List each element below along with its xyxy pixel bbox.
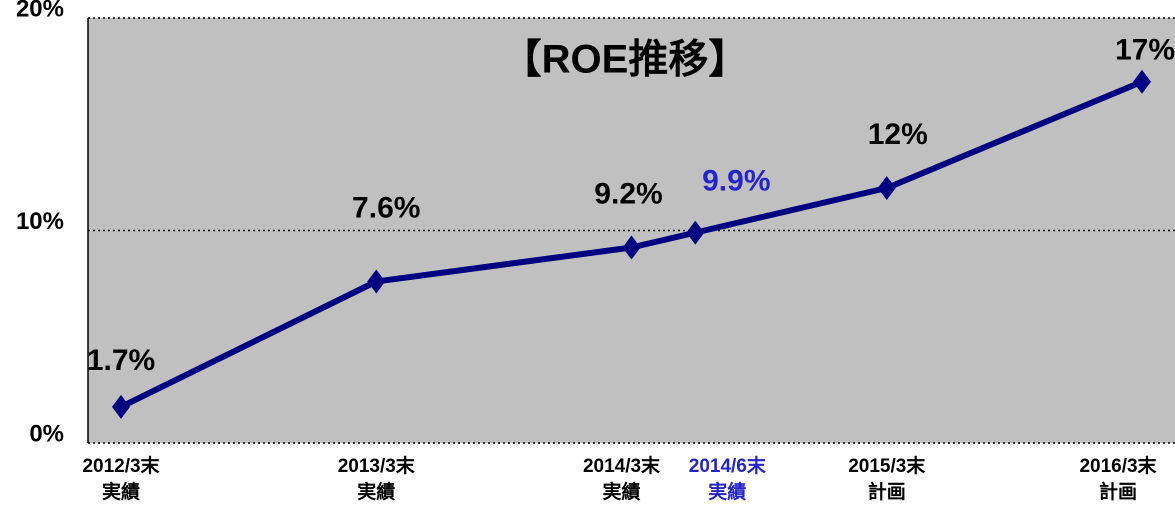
marker	[622, 235, 641, 260]
plot-area	[88, 18, 1175, 443]
x-tick-label: 2016/3末	[1079, 454, 1157, 477]
data-label: 9.2%	[594, 177, 662, 210]
x-tick-label: 2014/3末	[583, 454, 661, 477]
y-tick-label: 10%	[16, 208, 64, 235]
y-tick-label: 0%	[29, 420, 64, 447]
marker	[877, 176, 896, 200]
x-tick-label: 実績	[357, 480, 395, 503]
x-tick-label: 計画	[868, 480, 906, 503]
y-tick-label: 20%	[16, 0, 64, 22]
x-tick-label: 実績	[708, 480, 746, 503]
marker	[1133, 69, 1151, 94]
marker	[686, 220, 705, 245]
line-series	[119, 78, 1144, 410]
data-label: 9.9%	[702, 165, 770, 198]
data-label: 7.6%	[352, 191, 420, 224]
x-tick-label: 2014/6末	[689, 454, 767, 477]
data-label: 17%	[1115, 34, 1175, 67]
marker	[367, 269, 386, 294]
x-tick-label: 2012/3末	[82, 454, 160, 477]
x-tick-label: 計画	[1099, 480, 1137, 503]
data-label: 1.7%	[87, 344, 155, 377]
x-tick-label: 2013/3末	[338, 454, 416, 477]
marker	[112, 394, 130, 419]
x-tick-label: 実績	[602, 480, 640, 503]
x-tick-label: 実績	[102, 480, 140, 503]
data-label: 12%	[868, 118, 928, 151]
x-tick-label: 2015/3末	[848, 454, 926, 477]
chart-title: 【ROE推移】	[502, 38, 749, 82]
